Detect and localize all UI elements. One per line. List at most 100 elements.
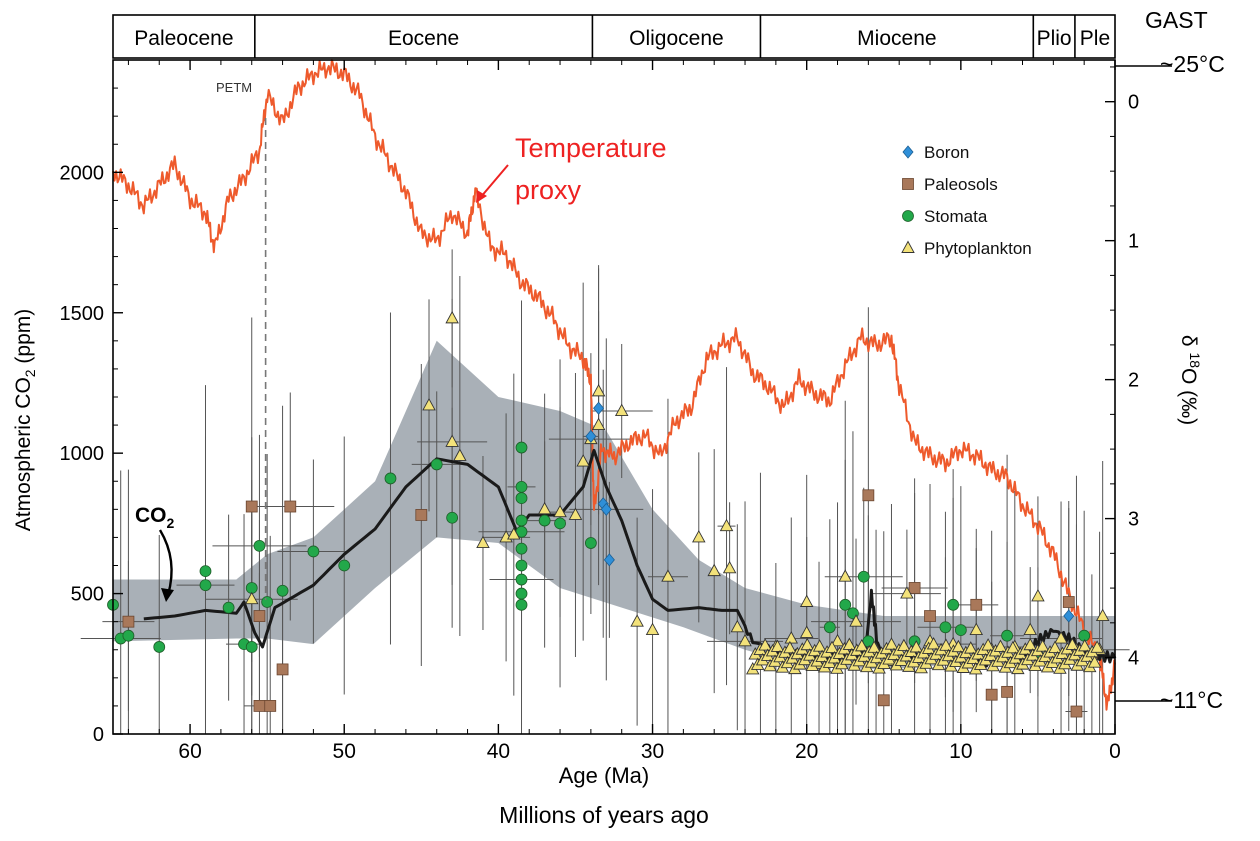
phytoplankton-point — [854, 638, 869, 652]
stomata-point — [939, 621, 952, 634]
cool-temp-label: ~11°C — [1160, 687, 1223, 713]
boron-point — [1063, 609, 1075, 623]
x-axis-label: Age (Ma) — [559, 763, 649, 788]
y-axis-right-label: δ 18O (‰) — [1177, 335, 1203, 425]
stomata-point — [261, 596, 274, 608]
paleosol-point — [877, 694, 890, 707]
proxy-points-layer — [107, 310, 1110, 718]
legend-marker-boron — [902, 145, 914, 159]
phytoplankton-point — [244, 591, 259, 605]
phytoplankton-point — [661, 569, 675, 582]
legend-label-phytoplankton: Phytoplankton — [924, 239, 1032, 258]
phytoplankton-point — [1095, 608, 1110, 621]
phytoplankton-point — [897, 638, 911, 652]
stomata-point — [199, 565, 212, 578]
x-tick-label: 20 — [795, 740, 818, 763]
stomata-point — [515, 441, 528, 454]
phytoplankton-point — [825, 640, 839, 654]
phytoplankton-point — [1023, 637, 1037, 651]
y-right-tick-label: 1 — [1128, 231, 1139, 253]
stomata-point — [515, 492, 528, 505]
warm-temp-label: ~25°C — [1160, 51, 1225, 77]
paleosol-point — [908, 582, 921, 594]
stomata-point — [153, 641, 166, 653]
paleosol-point — [264, 700, 277, 712]
phytoplankton-point — [422, 397, 436, 411]
phytoplankton-point — [1006, 640, 1020, 654]
phytoplankton-point — [568, 507, 583, 520]
stomata-point — [222, 601, 235, 614]
phytoplankton-point — [784, 631, 799, 644]
paleosol-point — [122, 615, 135, 628]
stomata-point — [384, 472, 397, 485]
phytoplankton-point — [1048, 640, 1062, 654]
paleosol-point — [985, 688, 998, 701]
phytoplankton-point — [445, 434, 459, 447]
legend-label-boron: Boron — [924, 143, 969, 162]
phytoplankton-point — [1035, 639, 1050, 652]
phytoplankton-point — [770, 639, 785, 652]
x-tick-label: 50 — [333, 740, 356, 763]
stomata-point — [338, 559, 351, 572]
phytoplankton-point — [707, 563, 721, 577]
phytoplankton-point — [722, 560, 737, 574]
phytoplankton-point — [476, 535, 490, 548]
legend-label-stomata: Stomata — [924, 207, 988, 226]
stomata-point — [199, 579, 212, 592]
boron-point — [585, 429, 597, 443]
y-left-tick-label: 1000 — [60, 443, 105, 465]
stomata-point — [515, 573, 528, 586]
y-right-tick-label: 0 — [1128, 92, 1139, 114]
phytoplankton-point — [900, 586, 914, 599]
phytoplankton-point — [730, 619, 745, 633]
x-tick-label: 40 — [487, 740, 510, 763]
paleosol-point — [253, 610, 266, 622]
phytoplankton-point — [884, 637, 899, 650]
legend-marker-paleosols — [902, 178, 914, 190]
paleosol-point — [970, 598, 983, 611]
legend-label-paleosols: Paleosols — [924, 175, 998, 194]
y-left-tick-label: 1500 — [60, 303, 105, 325]
phytoplankton-point — [800, 637, 815, 651]
x-tick-label: 30 — [641, 740, 664, 763]
y-right-tick-label: 2 — [1128, 370, 1139, 392]
phytoplankton-point — [812, 639, 827, 652]
phytoplankton-point — [799, 594, 814, 607]
boron-point — [593, 401, 605, 415]
phytoplankton-point — [1031, 588, 1045, 602]
phytoplankton-point — [867, 640, 881, 653]
phytoplankton-point — [993, 639, 1008, 652]
stomata-point — [1078, 629, 1091, 642]
epoch-label-oligocene: Oligocene — [629, 27, 724, 50]
paleosol-point — [924, 610, 936, 622]
temperature-proxy-line — [112, 59, 1116, 711]
phytoplankton-point — [553, 504, 567, 518]
phytoplankton-point — [926, 636, 941, 650]
phytoplankton-point — [842, 637, 857, 650]
phytoplankton-point — [576, 454, 590, 467]
phytoplankton-point — [799, 625, 814, 638]
stomata-point — [515, 587, 528, 600]
temperature-proxy-layer — [112, 59, 1116, 711]
co2-arrowhead — [161, 588, 174, 602]
phytoplankton-point — [591, 383, 606, 397]
phytoplankton-point — [614, 403, 629, 416]
legend-marker-phytoplankton — [901, 240, 915, 253]
legend: Boron Paleosols Stomata Phytoplankton — [901, 143, 1032, 258]
paleosol-point — [1001, 685, 1013, 698]
y-left-tick-label: 0 — [93, 724, 104, 746]
phytoplankton-point — [1065, 637, 1080, 650]
phytoplankton-point — [939, 638, 953, 651]
y-right-tick-label: 3 — [1128, 509, 1139, 531]
stomata-point — [245, 641, 258, 653]
epoch-label-plio: Plio — [1037, 27, 1072, 50]
epoch-label-miocene: Miocene — [857, 27, 936, 50]
stomata-point — [554, 517, 566, 530]
paleosol-point — [415, 509, 428, 521]
paleosol-point — [1062, 596, 1075, 608]
x-tick-label: 0 — [1109, 740, 1121, 763]
co2-arrow — [158, 529, 173, 596]
phytoplankton-point — [849, 614, 863, 627]
stomata-point — [823, 621, 836, 634]
stomata-point — [515, 542, 528, 555]
